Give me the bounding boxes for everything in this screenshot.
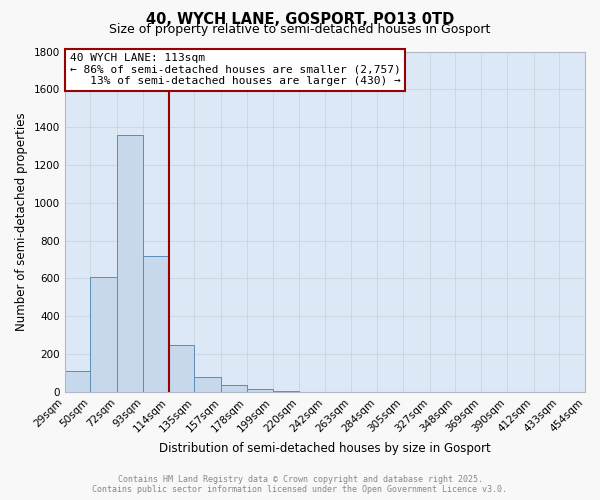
Bar bbox=[65, 371, 91, 392]
Bar bbox=[221, 386, 247, 392]
Text: 40 WYCH LANE: 113sqm
← 86% of semi-detached houses are smaller (2,757)
   13% of: 40 WYCH LANE: 113sqm ← 86% of semi-detac… bbox=[70, 53, 401, 86]
Text: Contains HM Land Registry data © Crown copyright and database right 2025.
Contai: Contains HM Land Registry data © Crown c… bbox=[92, 474, 508, 494]
Bar bbox=[118, 134, 143, 392]
Bar bbox=[143, 256, 169, 392]
Bar bbox=[91, 276, 118, 392]
Text: 40, WYCH LANE, GOSPORT, PO13 0TD: 40, WYCH LANE, GOSPORT, PO13 0TD bbox=[146, 12, 454, 28]
Bar bbox=[194, 377, 221, 392]
Text: Size of property relative to semi-detached houses in Gosport: Size of property relative to semi-detach… bbox=[109, 22, 491, 36]
Y-axis label: Number of semi-detached properties: Number of semi-detached properties bbox=[15, 112, 28, 331]
Bar bbox=[273, 391, 299, 392]
Bar bbox=[169, 344, 194, 392]
Bar bbox=[247, 389, 273, 392]
X-axis label: Distribution of semi-detached houses by size in Gosport: Distribution of semi-detached houses by … bbox=[159, 442, 491, 455]
